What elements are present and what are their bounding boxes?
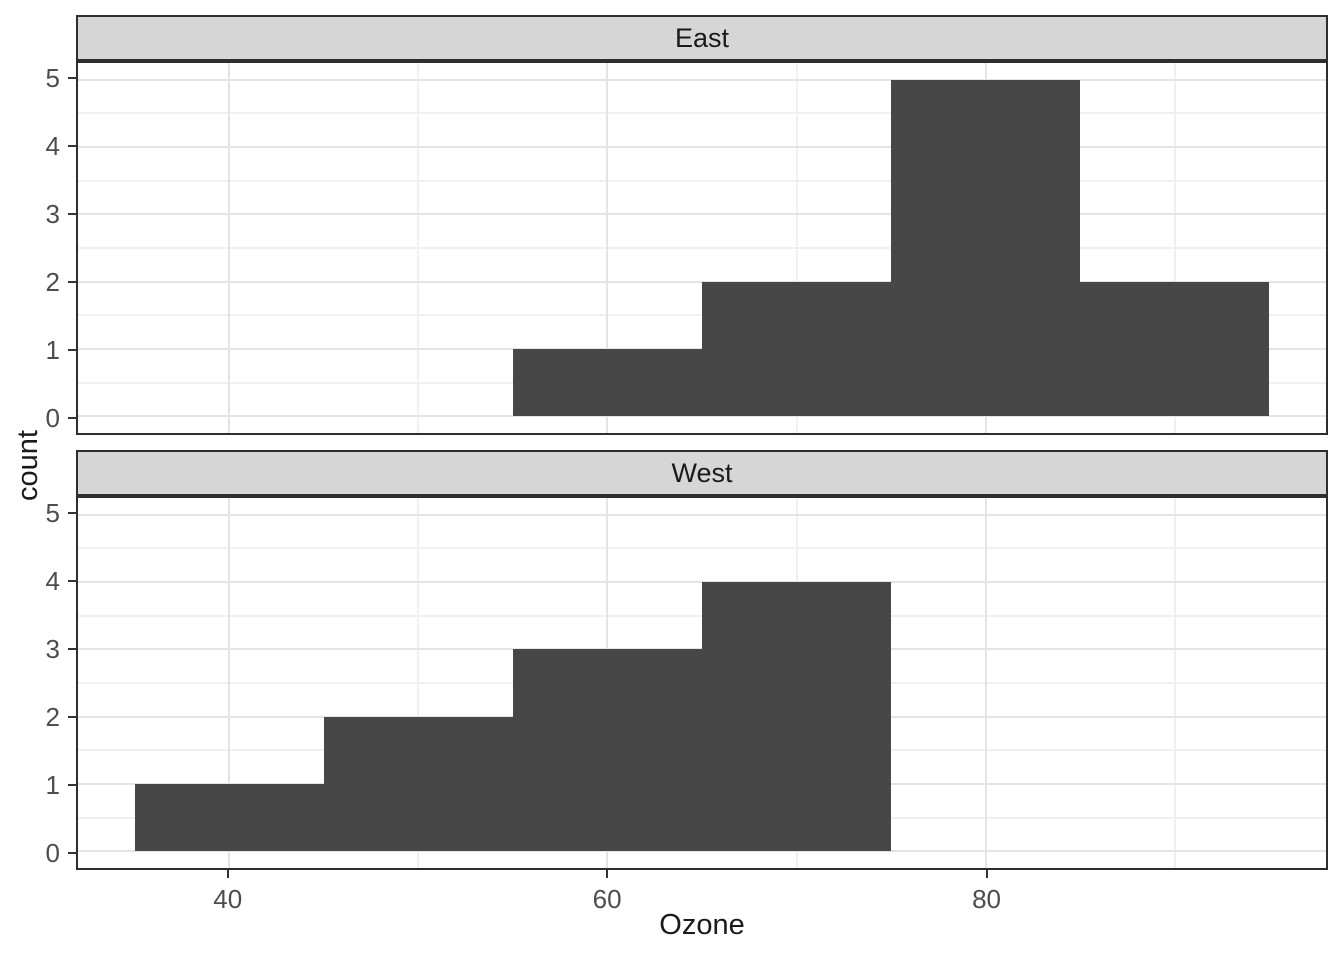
histogram-bar — [891, 79, 1081, 417]
y-axis-tick — [68, 213, 76, 215]
x-axis-tick — [226, 870, 229, 878]
y-axis-tick-label: 1 — [45, 335, 60, 365]
gridline-major-horizontal — [78, 850, 1326, 853]
y-axis-tick — [68, 852, 76, 854]
y-axis-tick-label: 1 — [45, 770, 60, 800]
y-axis-tick — [68, 580, 76, 582]
histogram-bar — [134, 783, 324, 852]
y-axis-tick-label: 2 — [45, 267, 60, 297]
histogram-bar — [512, 348, 702, 417]
y-axis-west: 0 1 2 3 4 5 — [0, 496, 76, 870]
y-axis-tick — [68, 784, 76, 786]
y-axis-tick — [68, 281, 76, 283]
gridline-major-vertical — [984, 498, 987, 868]
gridline-major-horizontal — [78, 213, 1326, 216]
gridline-major-vertical — [228, 498, 231, 868]
gridline-minor-vertical — [417, 63, 420, 433]
facet-strip-label-west: West — [671, 457, 733, 488]
y-axis-east: 0 1 2 3 4 5 — [0, 61, 76, 435]
x-axis: 40 60 80 — [76, 870, 1328, 926]
gridline-minor-vertical — [795, 63, 798, 433]
y-axis-tick-label: 0 — [45, 403, 60, 433]
facet-strip-east: East — [76, 15, 1328, 61]
y-axis-tick — [68, 145, 76, 147]
gridline-major-vertical — [228, 63, 231, 433]
gridline-minor-horizontal — [78, 179, 1326, 182]
y-axis-tick — [68, 349, 76, 351]
gridline-minor-vertical — [1173, 498, 1176, 868]
y-axis-tick-label: 0 — [45, 838, 60, 868]
histogram-bar — [1080, 281, 1270, 417]
gridline-major-horizontal — [78, 78, 1326, 81]
gridline-minor-vertical — [1173, 63, 1176, 433]
x-axis-title: Ozone — [659, 909, 745, 941]
y-axis-tick-label: 4 — [45, 131, 60, 161]
y-axis-tick — [68, 77, 76, 79]
gridline-minor-horizontal — [78, 547, 1326, 550]
y-axis-tick — [68, 716, 76, 718]
x-axis-tick-label: 40 — [213, 884, 243, 914]
x-axis-tick-label: 60 — [592, 884, 622, 914]
y-axis-tick-label: 5 — [45, 63, 60, 93]
facet-panel-east — [76, 61, 1328, 435]
gridline-major-horizontal — [78, 415, 1326, 418]
y-axis-tick-label: 3 — [45, 634, 60, 664]
gridline-minor-horizontal — [78, 112, 1326, 115]
y-axis-tick-label: 3 — [45, 199, 60, 229]
facet-strip-label-east: East — [674, 22, 730, 53]
histogram-bar — [512, 649, 702, 852]
facet-strip-west: West — [76, 450, 1328, 496]
histogram-bar — [702, 281, 892, 417]
y-axis-tick — [68, 648, 76, 650]
y-axis-tick-label: 2 — [45, 702, 60, 732]
x-axis-tick — [985, 870, 988, 878]
y-axis-title-text: count — [11, 430, 44, 501]
facet-panel-west — [76, 496, 1328, 870]
y-axis-tick — [68, 512, 76, 514]
histogram-bar — [323, 716, 513, 852]
gridline-minor-vertical — [417, 498, 420, 868]
gridline-major-horizontal — [78, 146, 1326, 149]
gridline-minor-horizontal — [78, 247, 1326, 249]
y-axis-tick — [68, 417, 76, 419]
x-axis-tick-label: 80 — [972, 884, 1001, 914]
y-axis-tick-label: 5 — [45, 498, 60, 528]
gridline-major-horizontal — [78, 513, 1326, 516]
x-axis-tick — [606, 870, 609, 878]
gridline-major-vertical — [606, 63, 609, 433]
y-axis-tick-label: 4 — [45, 566, 60, 596]
histogram-bar — [702, 582, 892, 852]
